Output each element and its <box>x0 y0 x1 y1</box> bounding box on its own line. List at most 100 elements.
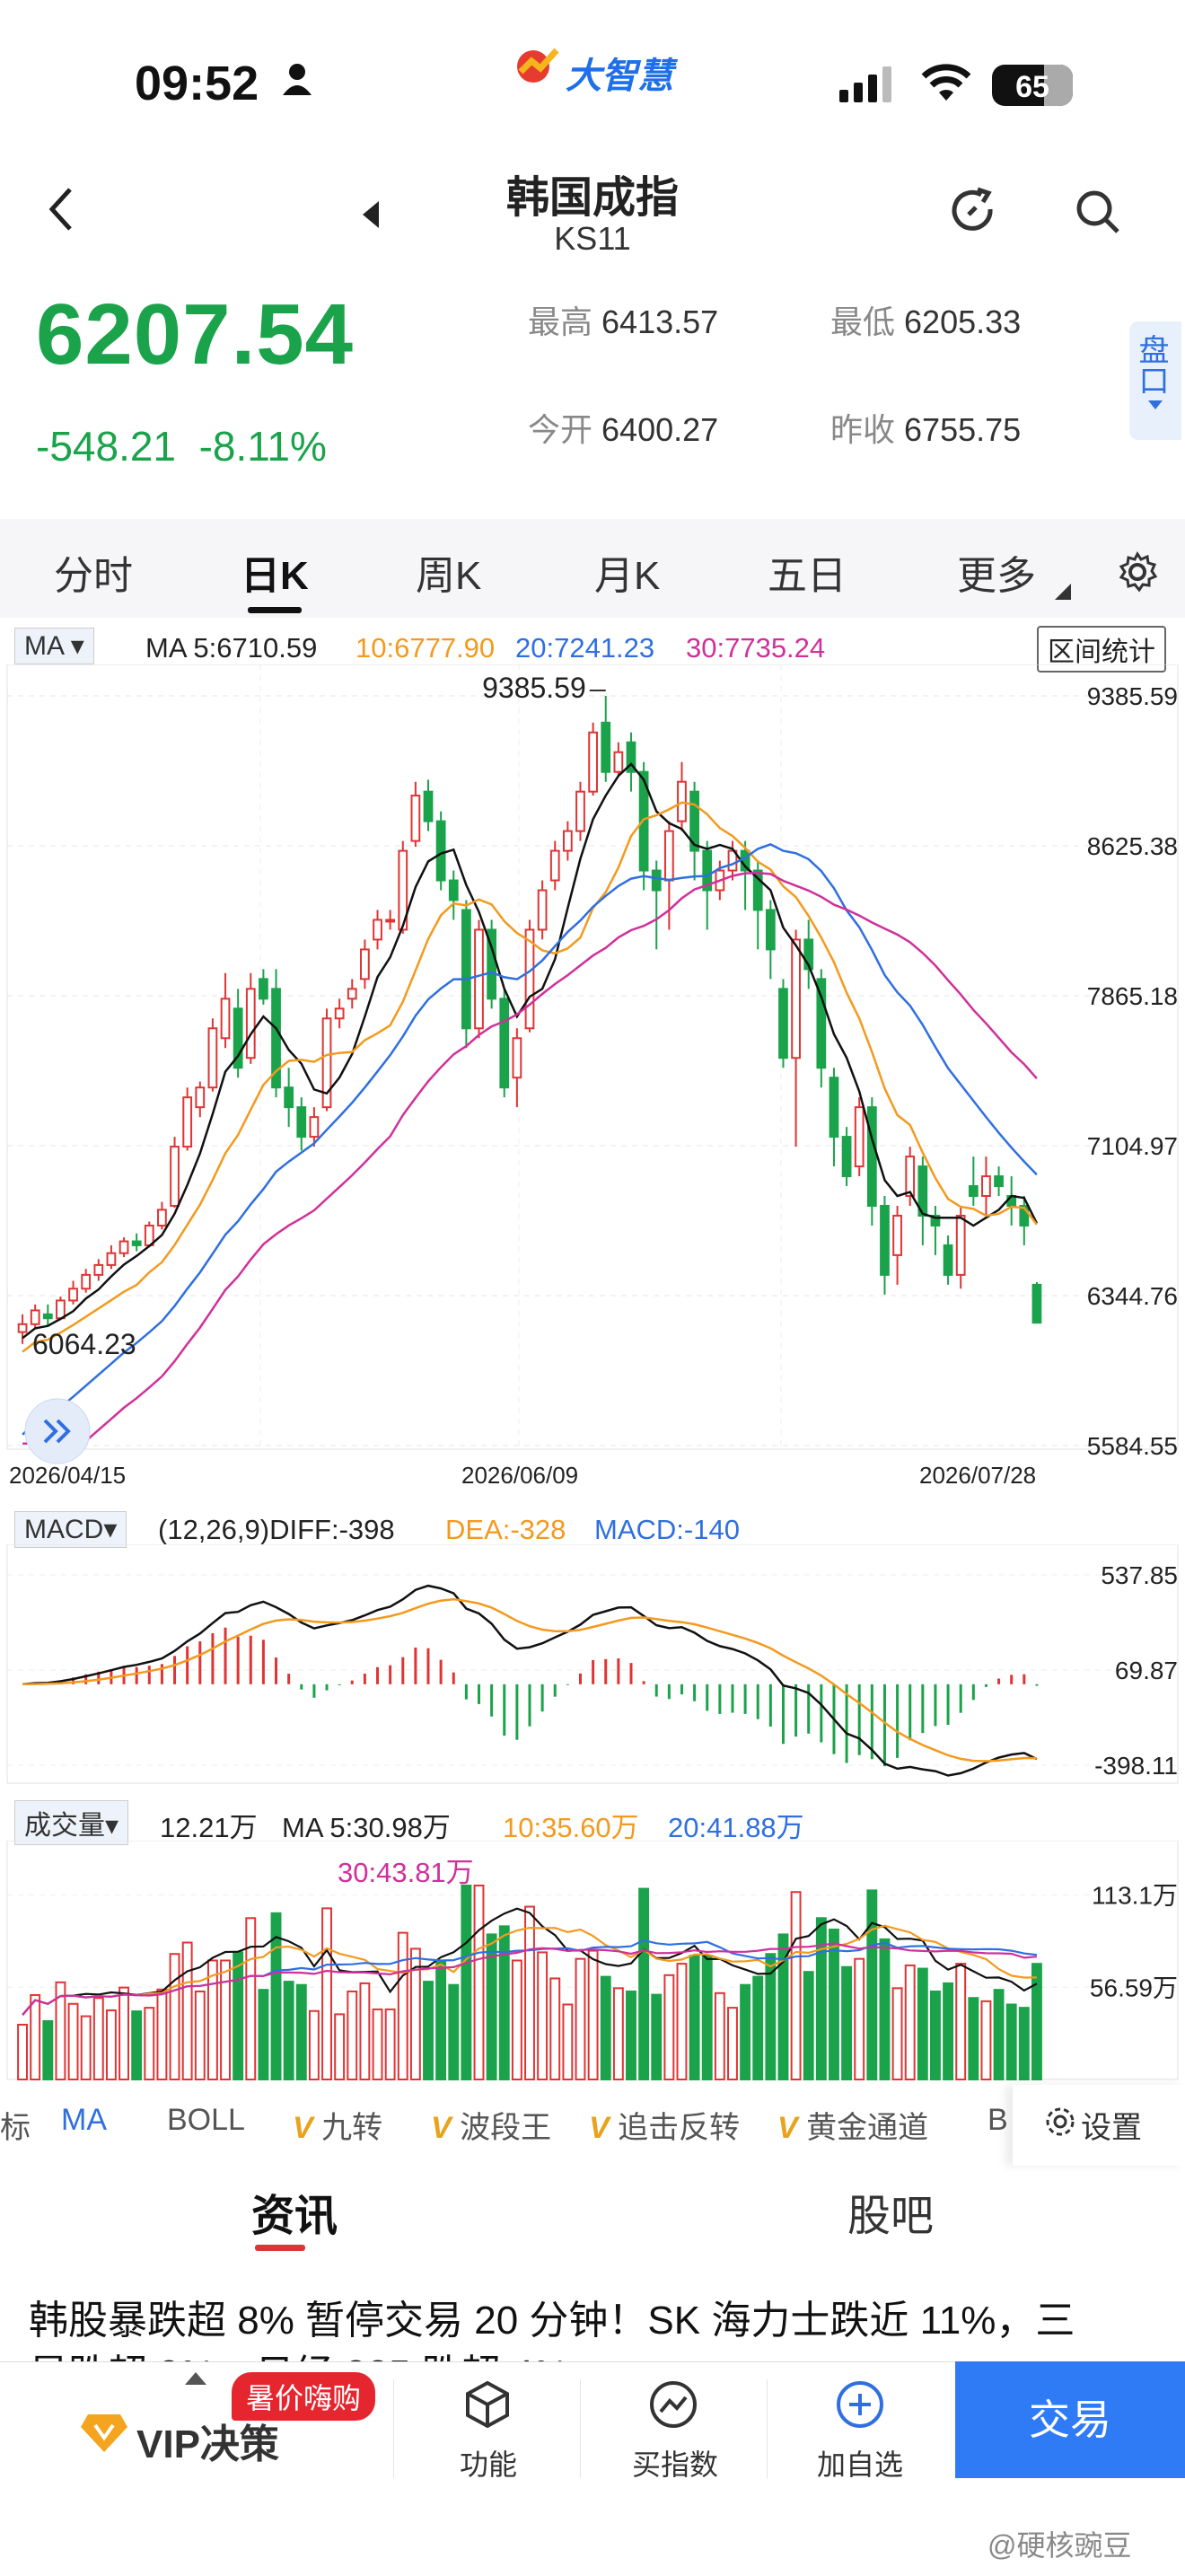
candle-body <box>410 795 421 842</box>
tab-intraday[interactable]: 分时 <box>54 554 133 598</box>
candle-body <box>233 1007 243 1069</box>
candle-body <box>271 988 281 1089</box>
indicator-tab-golden[interactable]: V 黄金通道 <box>777 2111 929 2145</box>
function-button[interactable]: 功能 <box>459 2449 517 2481</box>
vol-ma5-legend: MA 5:30.98万 <box>282 1812 451 1843</box>
tab-news[interactable]: 资讯 <box>251 2193 338 2240</box>
volume-bar <box>803 1971 814 2080</box>
candle-body <box>512 1037 522 1079</box>
volume-bar <box>638 1887 650 2080</box>
candle-body <box>309 1116 320 1139</box>
volume-bar <box>626 1990 636 2081</box>
indicator-tab-b[interactable]: B <box>988 2103 1008 2137</box>
volume-bar <box>194 1990 206 2081</box>
refresh-icon[interactable] <box>947 184 1001 242</box>
stock-code: KS11 <box>554 220 631 257</box>
low-value: 6205.33 <box>904 303 1022 340</box>
ma10-line <box>22 801 1038 1353</box>
order-book-button[interactable]: 盘口 <box>1129 321 1181 440</box>
diff-line <box>22 1584 1038 1777</box>
volume-bar <box>372 2008 383 2080</box>
cube-icon[interactable] <box>462 2379 513 2434</box>
candle-body <box>398 849 408 931</box>
volume-bar <box>537 1951 549 2081</box>
macd-legend: MACD:-140 <box>594 1514 740 1545</box>
price-axis-label: 8625.38 <box>1087 832 1178 860</box>
vip-decision-button[interactable]: VIP决策 <box>136 2422 279 2466</box>
current-price: 6207.54 <box>36 286 355 382</box>
volume-bar <box>917 1967 928 2080</box>
expand-up-icon[interactable] <box>185 2370 206 2389</box>
prev-close-value: 6755.75 <box>904 411 1022 448</box>
promo-badge[interactable]: 暑价嗨购 <box>232 2372 376 2421</box>
candle-body <box>195 1086 206 1109</box>
range-stats-button[interactable]: 区间统计 <box>1037 626 1166 673</box>
volume-bar <box>511 1959 522 2080</box>
chart-border <box>6 664 1179 1450</box>
tab-five-day[interactable]: 五日 <box>768 554 847 598</box>
candle-body <box>930 1214 941 1226</box>
trade-button[interactable]: 交易 <box>955 2361 1185 2478</box>
candle-body <box>334 1007 345 1020</box>
tab-monthly-k[interactable]: 月K <box>594 554 661 598</box>
volume-bar <box>473 1884 485 2080</box>
candle-body <box>752 869 763 911</box>
add-watchlist-button[interactable]: 加自选 <box>816 2449 903 2481</box>
trend-circle-icon[interactable] <box>648 2379 698 2434</box>
indicator-tab-zhuiji[interactable]: V 追击反转 <box>589 2111 741 2145</box>
candle-body <box>182 1096 193 1148</box>
divider <box>580 2379 581 2478</box>
search-icon[interactable] <box>1073 187 1123 242</box>
candle-body <box>917 1165 928 1217</box>
candle-body <box>651 869 662 892</box>
tab-forum[interactable]: 股吧 <box>847 2193 935 2240</box>
ma30-legend: 30:7735.24 <box>686 632 826 664</box>
back-icon[interactable] <box>45 184 77 239</box>
app-logo-text: 大智慧 <box>566 57 673 96</box>
news-headline-cont[interactable]: 星跌超 9%，日经 225 跌超 4% <box>29 2342 1178 2361</box>
vol-ma20-legend: 20:41.88万 <box>668 1812 804 1843</box>
buy-index-button[interactable]: 买指数 <box>631 2449 718 2481</box>
volume-bar <box>30 1993 41 2080</box>
candlestick-chart[interactable]: 9385.59 8625.38 7865.18 7104.97 6344.76 5584.… <box>0 664 1185 1490</box>
volume-bar <box>359 1982 371 2080</box>
volume-bar <box>92 1997 104 2081</box>
volume-selector[interactable]: 成交量▾ <box>14 1800 129 1845</box>
ma20-legend: 20:7241.23 <box>515 632 655 664</box>
volume-bar <box>1005 2003 1017 2080</box>
candle-body <box>613 751 624 773</box>
volume-bar <box>486 1933 497 2080</box>
volume-bar <box>17 2024 29 2081</box>
ma-selector[interactable]: MA ▾ <box>14 628 94 664</box>
add-circle-icon[interactable] <box>835 2379 885 2434</box>
tab-more[interactable]: 更多 <box>957 554 1036 598</box>
candle-body <box>778 988 788 1059</box>
candle-body <box>994 1175 1004 1188</box>
volume-bar <box>347 1990 358 2081</box>
candle-body <box>296 1106 307 1139</box>
news-tab-indicator <box>255 2245 305 2251</box>
candle-body <box>220 998 231 1040</box>
candle-body <box>106 1252 117 1266</box>
indicator-tab-boll[interactable]: BOLL <box>167 2103 245 2137</box>
candle-body <box>423 790 434 822</box>
news-headline[interactable]: 韩股暴跌超 8% 暂停交易 20 分钟！SK 海力士跌近 11%，三 <box>29 2299 1075 2343</box>
dea-legend: DEA:-328 <box>445 1514 566 1545</box>
tab-weekly-k[interactable]: 周K <box>416 554 482 598</box>
indicator-tab-boduan[interactable]: V 波段王 <box>431 2111 552 2145</box>
macd-selector[interactable]: MACD▾ <box>14 1511 127 1548</box>
candle-body <box>955 1214 966 1276</box>
period-tabs <box>0 519 1185 618</box>
candle-body <box>866 1106 877 1207</box>
macd-axis-label: -398.11 <box>1094 1752 1178 1780</box>
settings-button[interactable]: 设置 <box>1013 2085 1185 2166</box>
volume-bar <box>943 1982 954 2080</box>
indicator-tab-jiuzhuan[interactable]: V 九转 <box>293 2111 383 2145</box>
tab-daily-k[interactable]: 日K <box>241 554 309 598</box>
gear-icon[interactable] <box>1117 551 1158 597</box>
prev-stock-icon[interactable] <box>359 199 382 234</box>
indicator-tab-ma[interactable]: MA <box>61 2103 107 2137</box>
price-axis-label: 5584.55 <box>1087 1432 1178 1460</box>
indicator-tab-partial[interactable]: 标 <box>0 2111 31 2145</box>
candle-body <box>170 1146 180 1207</box>
